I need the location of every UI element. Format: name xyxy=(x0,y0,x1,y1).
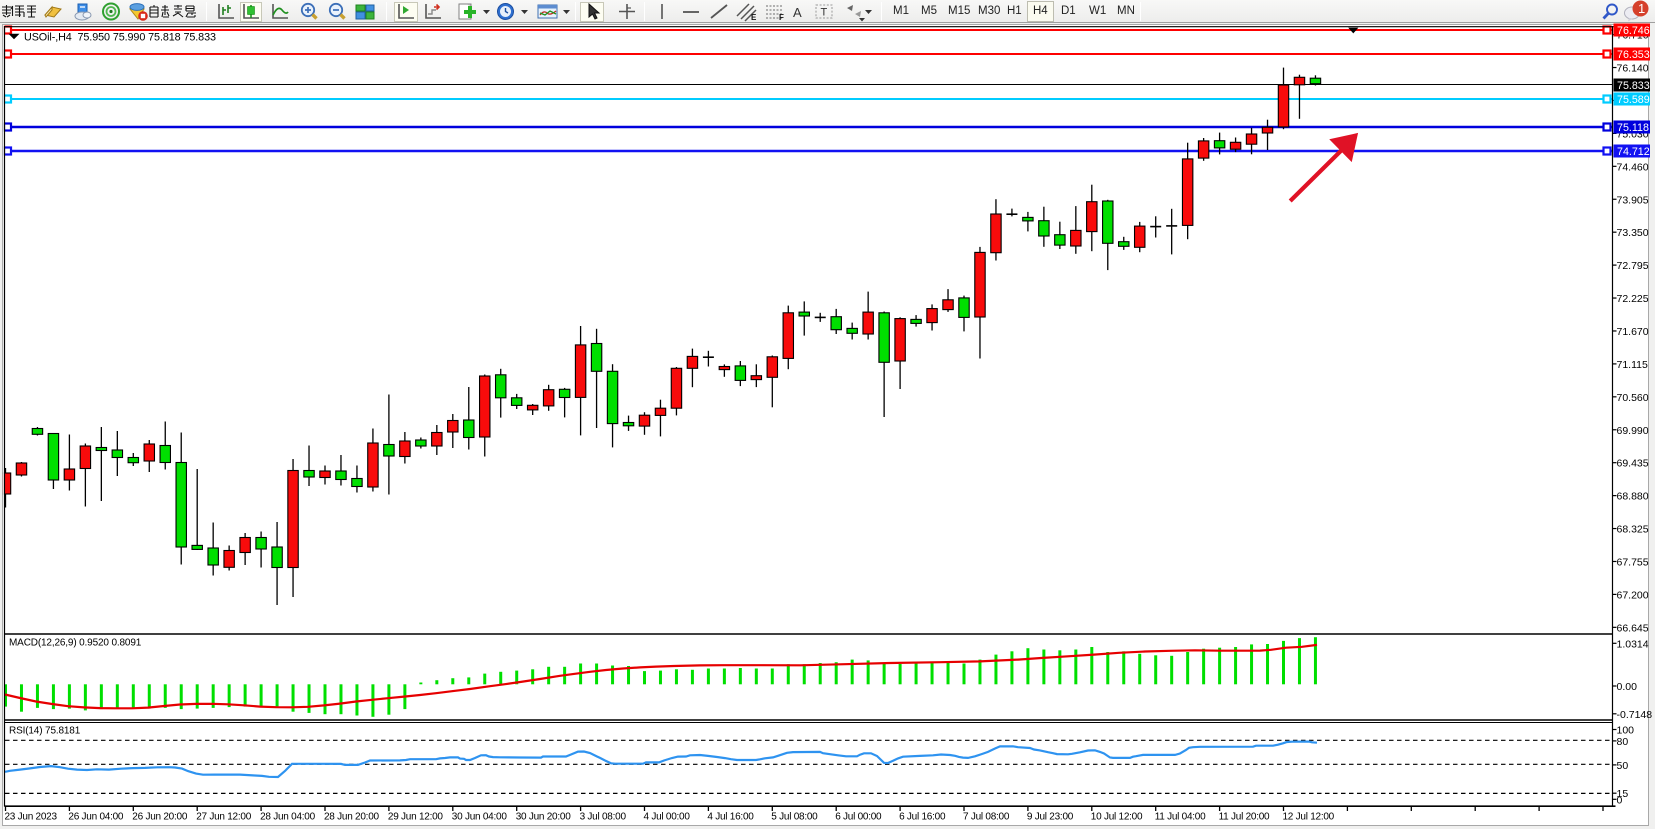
svg-text:71.670: 71.670 xyxy=(1617,326,1649,338)
svg-text:72.225: 72.225 xyxy=(1617,293,1649,305)
svg-text:27 Jun 12:00: 27 Jun 12:00 xyxy=(196,812,252,823)
svg-text:7 Jul 08:00: 7 Jul 08:00 xyxy=(963,812,1010,823)
svg-text:5 Jul 08:00: 5 Jul 08:00 xyxy=(771,812,818,823)
svg-text:6 Jul 16:00: 6 Jul 16:00 xyxy=(899,812,946,823)
svg-text:RSI(14) 75.8181: RSI(14) 75.8181 xyxy=(9,726,81,737)
svg-text:E: E xyxy=(751,13,757,22)
svg-text:67.200: 67.200 xyxy=(1617,589,1649,601)
svg-text:11 Jul 20:00: 11 Jul 20:00 xyxy=(1219,812,1270,823)
svg-text:29 Jun 12:00: 29 Jun 12:00 xyxy=(388,812,444,823)
svg-text:28 Jun 04:00: 28 Jun 04:00 xyxy=(260,812,316,823)
svg-text:66.645: 66.645 xyxy=(1617,622,1649,634)
svg-text:F: F xyxy=(779,13,784,22)
svg-text:68.325: 68.325 xyxy=(1617,524,1649,536)
svg-text:6 Jul 00:00: 6 Jul 00:00 xyxy=(835,812,882,823)
svg-text:15: 15 xyxy=(1617,788,1629,800)
svg-text:-0.7148: -0.7148 xyxy=(1617,709,1653,721)
svg-text:9 Jul 23:00: 9 Jul 23:00 xyxy=(1027,812,1074,823)
svg-text:74.712: 74.712 xyxy=(1617,146,1650,158)
svg-text:71.115: 71.115 xyxy=(1617,359,1648,371)
svg-text:30 Jun 20:00: 30 Jun 20:00 xyxy=(516,812,572,823)
svg-text:26 Jun 04:00: 26 Jun 04:00 xyxy=(68,812,124,823)
svg-text:72.795: 72.795 xyxy=(1617,260,1649,272)
svg-text:30 Jun 04:00: 30 Jun 04:00 xyxy=(452,812,508,823)
svg-text:76.140: 76.140 xyxy=(1617,63,1649,75)
svg-text:0.00: 0.00 xyxy=(1617,681,1638,693)
svg-text:1.0314: 1.0314 xyxy=(1617,638,1649,650)
svg-text:100: 100 xyxy=(1617,725,1635,737)
svg-text:69.435: 69.435 xyxy=(1617,458,1649,470)
svg-text:USOil-,H4 75.950 75.990 75.81: USOil-,H4 75.950 75.990 75.818 75.833 xyxy=(24,32,216,44)
svg-text:11 Jul 04:00: 11 Jul 04:00 xyxy=(1155,812,1206,823)
svg-text:76.353: 76.353 xyxy=(1617,49,1650,61)
svg-text:74.460: 74.460 xyxy=(1617,161,1649,173)
svg-text:70.560: 70.560 xyxy=(1617,392,1649,404)
svg-text:1: 1 xyxy=(1638,1,1645,16)
svg-text:67.755: 67.755 xyxy=(1617,556,1649,568)
svg-text:4 Jul 16:00: 4 Jul 16:00 xyxy=(707,812,754,823)
svg-text:10 Jul 12:00: 10 Jul 12:00 xyxy=(1091,812,1143,823)
svg-text:73.905: 73.905 xyxy=(1617,194,1649,206)
svg-text:73.350: 73.350 xyxy=(1617,227,1649,239)
svg-text:12 Jul 12:00: 12 Jul 12:00 xyxy=(1283,812,1335,823)
svg-text:75.589: 75.589 xyxy=(1617,94,1650,106)
svg-text:3 Jul 08:00: 3 Jul 08:00 xyxy=(580,812,627,823)
svg-text:80: 80 xyxy=(1617,736,1629,748)
svg-text:68.880: 68.880 xyxy=(1617,491,1649,503)
svg-text:69.990: 69.990 xyxy=(1617,425,1649,437)
svg-text:50: 50 xyxy=(1617,760,1629,772)
svg-text:28 Jun 20:00: 28 Jun 20:00 xyxy=(324,812,380,823)
svg-text:75.118: 75.118 xyxy=(1617,122,1649,134)
svg-text:MACD(12,26,9) 0.9520 0.8091: MACD(12,26,9) 0.9520 0.8091 xyxy=(9,638,142,649)
svg-text:75.833: 75.833 xyxy=(1617,80,1650,92)
svg-text:4 Jul 00:00: 4 Jul 00:00 xyxy=(644,812,691,823)
svg-text:T: T xyxy=(821,7,828,19)
svg-text:0: 0 xyxy=(1617,794,1623,806)
svg-text:23 Jun 2023: 23 Jun 2023 xyxy=(5,812,58,823)
svg-text:76.746: 76.746 xyxy=(1617,25,1650,37)
svg-text:26 Jun 20:00: 26 Jun 20:00 xyxy=(132,812,188,823)
